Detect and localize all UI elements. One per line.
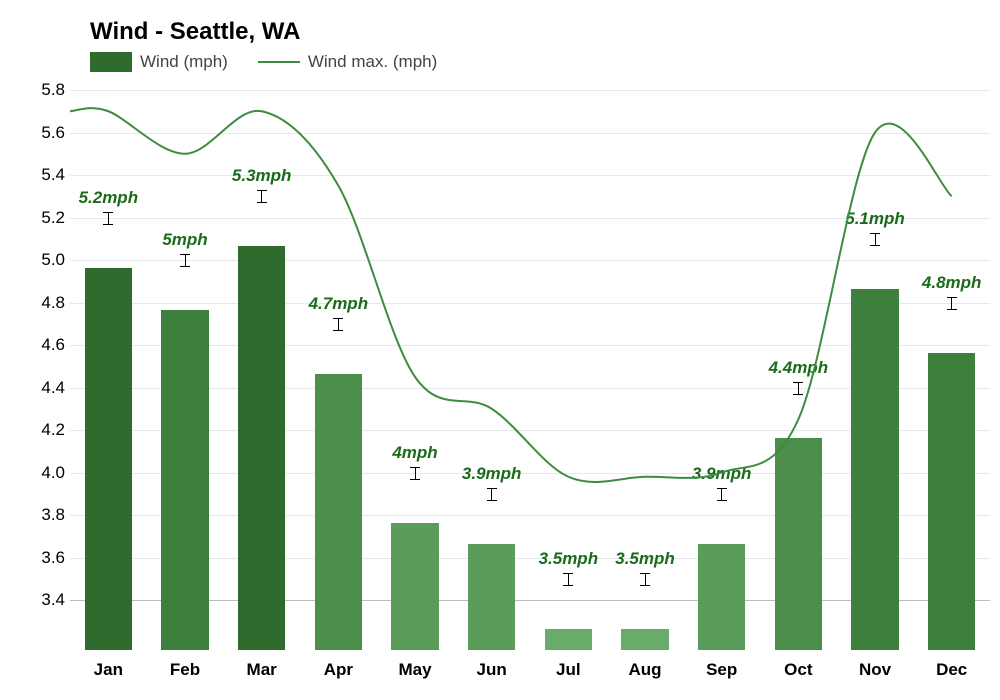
bar-value-label: 5.3mph <box>232 166 292 186</box>
bar <box>545 629 593 650</box>
error-cap <box>640 585 650 586</box>
bar-value-label: 4.8mph <box>922 273 982 293</box>
error-cap <box>410 467 420 468</box>
bar <box>315 374 363 650</box>
x-tick-label: Dec <box>936 660 967 680</box>
error-cap <box>333 318 343 319</box>
error-cap <box>563 585 573 586</box>
legend-label: Wind (mph) <box>140 52 228 72</box>
y-tick-label: 4.8 <box>41 293 65 313</box>
error-bar <box>645 573 646 585</box>
y-tick-label: 5.2 <box>41 208 65 228</box>
error-bar <box>951 297 952 309</box>
error-cap <box>563 573 573 574</box>
error-cap <box>103 212 113 213</box>
x-tick-label: Feb <box>170 660 200 680</box>
x-tick-label: Jul <box>556 660 581 680</box>
gridline <box>70 90 990 91</box>
error-cap <box>487 500 497 501</box>
bar-value-label: 4mph <box>392 443 437 463</box>
error-cap <box>870 233 880 234</box>
error-bar <box>185 254 186 266</box>
error-cap <box>180 254 190 255</box>
legend-label: Wind max. (mph) <box>308 52 437 72</box>
error-bar <box>721 488 722 500</box>
gridline <box>70 260 990 261</box>
error-bar <box>875 233 876 245</box>
chart-container: Wind - Seattle, WA Wind (mph) Wind max. … <box>0 0 1000 700</box>
bar <box>698 544 746 650</box>
x-tick-label: Sep <box>706 660 737 680</box>
bar-value-label: 3.9mph <box>462 464 522 484</box>
error-bar <box>338 318 339 330</box>
y-tick-label: 4.2 <box>41 420 65 440</box>
bar-value-label: 5.1mph <box>845 209 905 229</box>
error-cap <box>333 330 343 331</box>
bar-value-label: 5.2mph <box>79 188 139 208</box>
x-tick-label: Jan <box>94 660 123 680</box>
bar-value-label: 4.4mph <box>769 358 829 378</box>
bar <box>468 544 516 650</box>
error-bar <box>261 190 262 202</box>
bar-value-label: 3.5mph <box>539 549 599 569</box>
legend-line-icon <box>258 61 300 63</box>
legend: Wind (mph) Wind max. (mph) <box>90 52 437 72</box>
x-tick-label: May <box>398 660 431 680</box>
error-bar <box>415 467 416 479</box>
gridline <box>70 175 990 176</box>
y-tick-label: 4.4 <box>41 378 65 398</box>
bar-value-label: 3.9mph <box>692 464 752 484</box>
error-bar <box>491 488 492 500</box>
y-tick-label: 5.0 <box>41 250 65 270</box>
error-cap <box>257 202 267 203</box>
error-cap <box>947 297 957 298</box>
error-cap <box>487 488 497 489</box>
error-cap <box>793 382 803 383</box>
error-cap <box>870 245 880 246</box>
bar <box>238 246 286 650</box>
error-cap <box>103 224 113 225</box>
error-bar <box>798 382 799 394</box>
error-cap <box>180 266 190 267</box>
error-cap <box>793 394 803 395</box>
x-tick-label: Mar <box>247 660 277 680</box>
bar <box>85 268 133 651</box>
error-cap <box>947 309 957 310</box>
bar <box>161 310 209 650</box>
gridline <box>70 133 990 134</box>
bar-value-label: 3.5mph <box>615 549 675 569</box>
y-tick-label: 4.6 <box>41 335 65 355</box>
error-bar <box>108 212 109 224</box>
x-tick-label: Apr <box>324 660 353 680</box>
error-cap <box>410 479 420 480</box>
bar-value-label: 5mph <box>162 230 207 250</box>
y-tick-label: 3.8 <box>41 505 65 525</box>
chart-title: Wind - Seattle, WA <box>90 18 300 46</box>
bar <box>621 629 669 650</box>
error-cap <box>717 500 727 501</box>
bar <box>928 353 976 651</box>
error-cap <box>640 573 650 574</box>
error-cap <box>257 190 267 191</box>
error-bar <box>568 573 569 585</box>
bar <box>775 438 823 651</box>
legend-swatch-icon <box>90 52 132 72</box>
x-tick-label: Jun <box>477 660 507 680</box>
bar <box>391 523 439 651</box>
error-cap <box>717 488 727 489</box>
bar <box>851 289 899 650</box>
y-tick-label: 5.4 <box>41 165 65 185</box>
x-tick-label: Aug <box>628 660 661 680</box>
y-tick-label: 5.6 <box>41 123 65 143</box>
x-tick-label: Nov <box>859 660 891 680</box>
bar-value-label: 4.7mph <box>309 294 369 314</box>
y-tick-label: 3.4 <box>41 590 65 610</box>
x-tick-label: Oct <box>784 660 812 680</box>
legend-item-bar: Wind (mph) <box>90 52 228 72</box>
y-tick-label: 4.0 <box>41 463 65 483</box>
y-tick-label: 5.8 <box>41 80 65 100</box>
legend-item-line: Wind max. (mph) <box>258 52 437 72</box>
y-tick-label: 3.6 <box>41 548 65 568</box>
